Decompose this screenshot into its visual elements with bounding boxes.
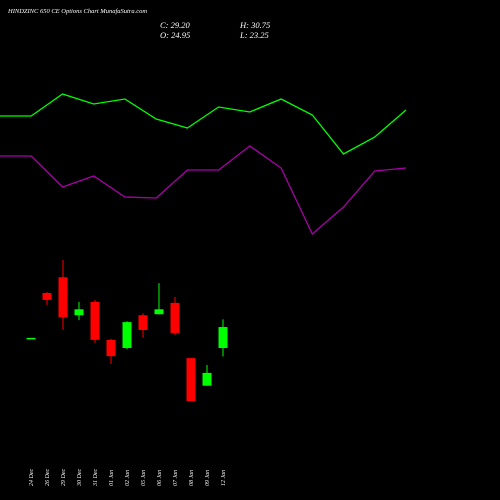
x-tick-label: 06 Jan bbox=[157, 470, 163, 486]
candle-body bbox=[58, 277, 68, 318]
candle-body bbox=[186, 358, 196, 401]
x-tick-label: 29 Dec bbox=[61, 469, 67, 486]
candle-body bbox=[42, 293, 52, 300]
candle-body bbox=[26, 337, 36, 340]
candle-body bbox=[74, 309, 84, 316]
x-tick-label: 05 Jan bbox=[141, 470, 147, 486]
high-label: H: 30.75 bbox=[239, 20, 270, 30]
x-tick-label: 12 Jan bbox=[221, 470, 227, 486]
x-tick-label: 08 Jan bbox=[189, 470, 195, 486]
x-tick-label: 01 Jan bbox=[109, 470, 115, 486]
x-tick-label: 07 Jan bbox=[173, 470, 179, 486]
candle-body bbox=[170, 302, 180, 333]
x-tick-label: 24 Dec bbox=[28, 469, 35, 486]
indicator-line bbox=[0, 145, 407, 236]
candle-body bbox=[202, 372, 212, 386]
candle-body bbox=[122, 322, 132, 349]
close-label: C: 29.20 bbox=[160, 20, 191, 30]
candle-body bbox=[138, 315, 148, 331]
x-tick-label: 09 Jan bbox=[205, 470, 211, 486]
candle-body bbox=[106, 339, 116, 357]
candle-body bbox=[90, 301, 100, 340]
indicator-line bbox=[0, 93, 407, 155]
candle-body bbox=[218, 327, 228, 349]
x-tick-label: 30 Dec bbox=[77, 469, 83, 487]
x-tick-label: 02 Jan bbox=[125, 470, 131, 486]
candle-body bbox=[154, 309, 164, 315]
open-label: O: 24.95 bbox=[160, 30, 190, 40]
x-tick-label: 31 Dec bbox=[93, 469, 99, 487]
low-label: L: 23.25 bbox=[239, 30, 269, 40]
x-tick-label: 26 Dec bbox=[45, 469, 51, 486]
chart-title: HINDZINC 650 CE Options Chart MunafaSutr… bbox=[7, 8, 147, 15]
